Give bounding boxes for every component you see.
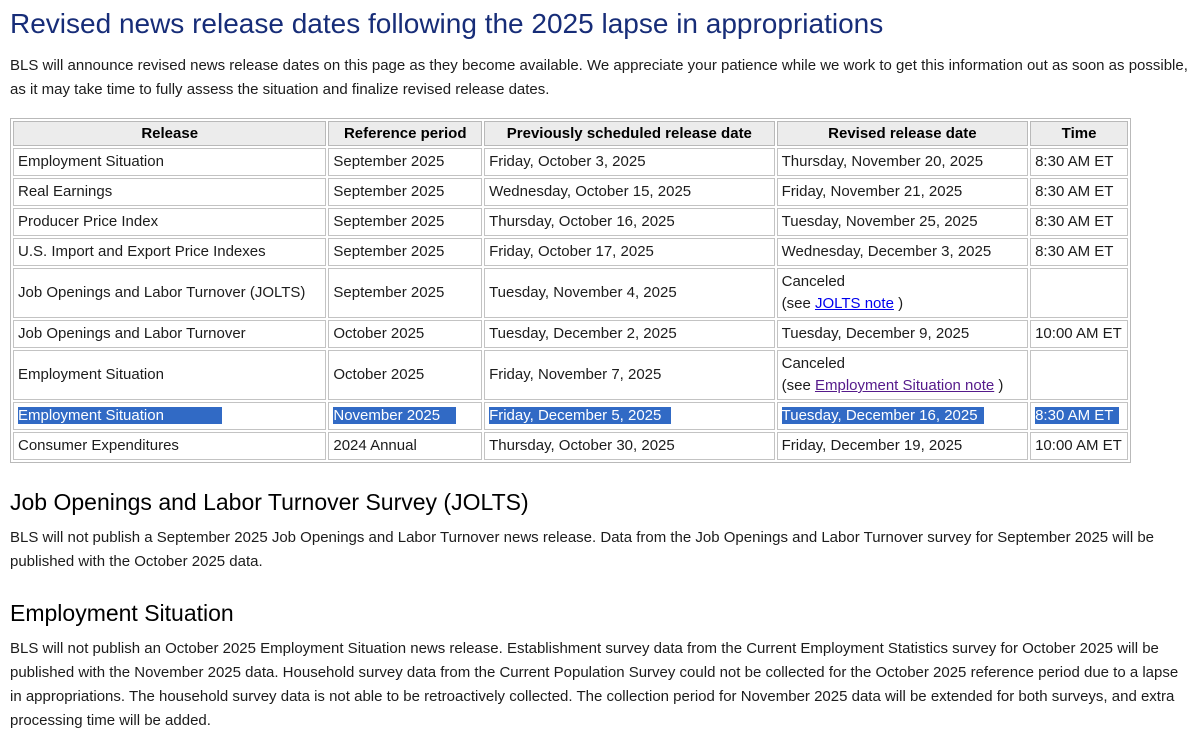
cell-revised-date-canceled: Canceled (see JOLTS note )	[776, 268, 1029, 318]
cell-previously-scheduled: Friday, December 5, 2025	[484, 402, 775, 430]
cell-release: Consumer Expenditures	[13, 432, 327, 460]
cell-release: Job Openings and Labor Turnover (JOLTS)	[13, 268, 327, 318]
release-schedule-table: Release Reference period Previously sche…	[10, 118, 1131, 463]
cell-reference-period: October 2025	[328, 350, 483, 400]
cell-release: Producer Price Index	[13, 208, 327, 236]
table-row: Job Openings and Labor Turnover October …	[13, 320, 1128, 348]
cell-revised-date: Wednesday, December 3, 2025	[776, 238, 1029, 266]
cell-time: 8:30 AM ET	[1030, 238, 1128, 266]
selected-text: Employment Situation	[18, 407, 222, 424]
cell-previously-scheduled: Tuesday, December 2, 2025	[484, 320, 775, 348]
selected-text: Friday, December 5, 2025	[489, 407, 672, 424]
canceled-note-line: (see JOLTS note )	[782, 293, 1023, 315]
cell-reference-period: September 2025	[328, 238, 483, 266]
cell-release: Employment Situation	[13, 350, 327, 400]
canceled-label: Canceled	[781, 355, 846, 372]
intro-paragraph: BLS will announce revised news release d…	[10, 57, 1188, 98]
column-header-time: Time	[1030, 121, 1128, 146]
cell-time: 8:30 AM ET	[1030, 178, 1128, 206]
cell-revised-date: Friday, November 21, 2025	[776, 178, 1029, 206]
employment-situation-section-heading: Employment Situation	[10, 600, 234, 626]
table-row-jolts-canceled: Job Openings and Labor Turnover (JOLTS) …	[13, 268, 1128, 318]
cell-revised-date: Friday, December 19, 2025	[776, 432, 1029, 460]
cell-previously-scheduled: Friday, November 7, 2025	[484, 350, 775, 400]
table-row: Consumer Expenditures 2024 Annual Thursd…	[13, 432, 1128, 460]
cell-release: Employment Situation	[13, 402, 327, 430]
column-header-release: Release	[13, 121, 327, 146]
column-header-previously-scheduled: Previously scheduled release date	[484, 121, 775, 146]
cell-previously-scheduled: Thursday, October 16, 2025	[484, 208, 775, 236]
table-header-row: Release Reference period Previously sche…	[13, 121, 1128, 146]
canceled-note-line: (see Employment Situation note )	[782, 375, 1023, 397]
cell-time: 10:00 AM ET	[1030, 432, 1128, 460]
page-title: Revised news release dates following the…	[10, 8, 884, 39]
cell-release: Job Openings and Labor Turnover	[13, 320, 327, 348]
cell-time: 10:00 AM ET	[1030, 320, 1128, 348]
see-note-suffix: )	[994, 377, 1004, 394]
cell-reference-period: November 2025	[328, 402, 483, 430]
cell-time-empty	[1030, 268, 1128, 318]
see-note-prefix: (see	[781, 295, 815, 312]
cell-previously-scheduled: Tuesday, November 4, 2025	[484, 268, 775, 318]
cell-previously-scheduled: Friday, October 17, 2025	[484, 238, 775, 266]
table-row: Employment Situation September 2025 Frid…	[13, 148, 1128, 176]
cell-reference-period: September 2025	[328, 268, 483, 318]
selected-text: 8:30 AM ET	[1035, 407, 1120, 424]
table-row: U.S. Import and Export Price Indexes Sep…	[13, 238, 1128, 266]
employment-situation-section-paragraph: BLS will not publish an October 2025 Emp…	[10, 640, 1179, 729]
cell-previously-scheduled: Friday, October 3, 2025	[484, 148, 775, 176]
table-row: Real Earnings September 2025 Wednesday, …	[13, 178, 1128, 206]
canceled-label: Canceled	[781, 273, 846, 290]
cell-reference-period: September 2025	[328, 208, 483, 236]
cell-reference-period: 2024 Annual	[328, 432, 483, 460]
cell-reference-period: October 2025	[328, 320, 483, 348]
cell-reference-period: September 2025	[328, 178, 483, 206]
cell-revised-date: Thursday, November 20, 2025	[776, 148, 1029, 176]
table-row-selected: Employment Situation November 2025 Frida…	[13, 402, 1128, 430]
cell-release: Real Earnings	[13, 178, 327, 206]
cell-revised-date-canceled: Canceled (see Employment Situation note …	[776, 350, 1029, 400]
column-header-revised: Revised release date	[776, 121, 1029, 146]
employment-situation-note-link[interactable]: Employment Situation note	[814, 377, 995, 394]
table-row: Producer Price Index September 2025 Thur…	[13, 208, 1128, 236]
cell-time: 8:30 AM ET	[1030, 148, 1128, 176]
jolts-note-link[interactable]: JOLTS note	[814, 295, 894, 312]
cell-previously-scheduled: Wednesday, October 15, 2025	[484, 178, 775, 206]
cell-reference-period: September 2025	[328, 148, 483, 176]
cell-release: Employment Situation	[13, 148, 327, 176]
cell-release: U.S. Import and Export Price Indexes	[13, 238, 327, 266]
cell-time: 8:30 AM ET	[1030, 208, 1128, 236]
table-row-employment-situation-canceled: Employment Situation October 2025 Friday…	[13, 350, 1128, 400]
column-header-reference-period: Reference period	[328, 121, 483, 146]
cell-previously-scheduled: Thursday, October 30, 2025	[484, 432, 775, 460]
jolts-section-paragraph: BLS will not publish a September 2025 Jo…	[10, 529, 1154, 570]
jolts-section-heading: Job Openings and Labor Turnover Survey (…	[10, 489, 529, 515]
selected-text: November 2025	[333, 407, 457, 424]
see-note-suffix: )	[893, 295, 904, 312]
cell-revised-date: Tuesday, December 16, 2025	[776, 402, 1029, 430]
cell-time-empty	[1030, 350, 1128, 400]
cell-revised-date: Tuesday, December 9, 2025	[776, 320, 1029, 348]
cell-revised-date: Tuesday, November 25, 2025	[776, 208, 1029, 236]
see-note-prefix: (see	[781, 377, 815, 394]
selected-text: Tuesday, December 16, 2025	[781, 407, 984, 424]
cell-time: 8:30 AM ET	[1030, 402, 1128, 430]
